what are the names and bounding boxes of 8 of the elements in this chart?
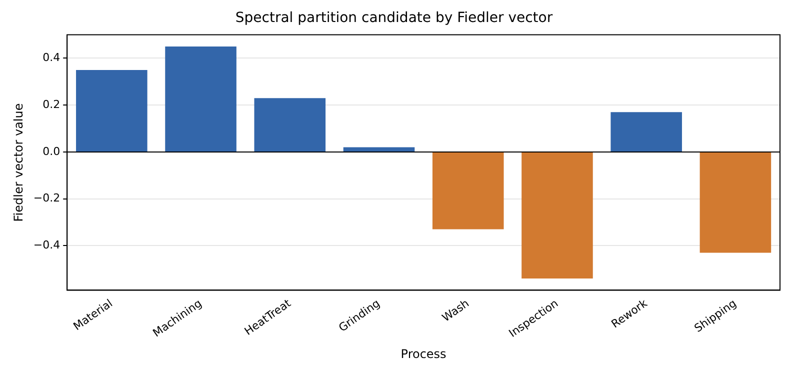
y-axis-title: Fiedler vector value — [11, 103, 26, 222]
y-tick-label: 0.0 — [42, 144, 60, 158]
x-axis-title: Process — [400, 346, 446, 361]
y-tick-label: −0.2 — [33, 192, 60, 205]
y-tick-label: 0.4 — [42, 51, 60, 64]
y-tick-label: −0.4 — [33, 238, 60, 252]
chart-title: Spectral partition candidate by Fiedler vector — [235, 10, 553, 26]
y-tick-label: 0.2 — [42, 98, 60, 111]
